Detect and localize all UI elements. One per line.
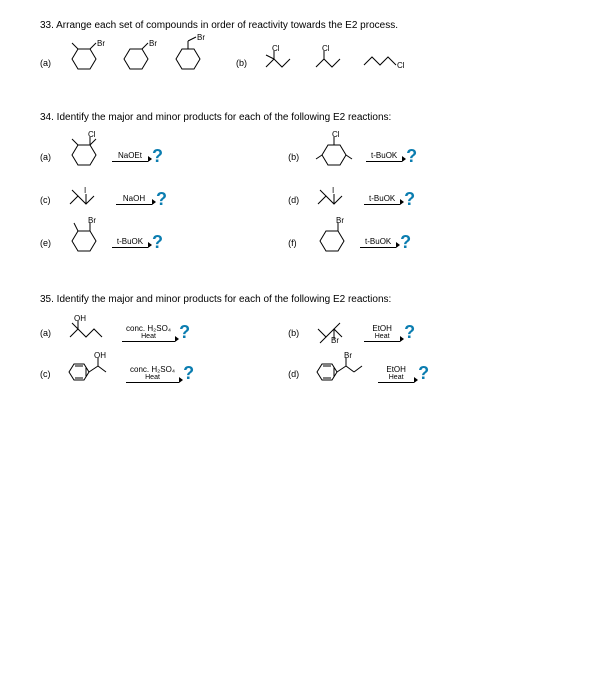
- question-33: 33. Arrange each set of compounds in ord…: [40, 20, 557, 82]
- qmark: ?: [418, 363, 429, 384]
- q33-b-struct2: Cl: [312, 47, 350, 78]
- qmark: ?: [400, 232, 411, 253]
- q33-a-struct1: Br: [66, 43, 106, 82]
- q35-b-struct: Br: [314, 317, 358, 348]
- q35-text: 35. Identify the major and minor product…: [40, 294, 557, 305]
- q35-a-reagent: conc. H₂SO₄ Heat: [122, 324, 175, 342]
- q33-part-a: (a): [40, 58, 56, 68]
- q34-part-b: (b): [288, 152, 304, 162]
- q34-c-reagent: NaOH: [116, 194, 152, 205]
- svg-text:Br: Br: [197, 33, 205, 42]
- q34-b-struct: Cl: [314, 135, 360, 178]
- q35-row-ab: (a) OH conc. H₂SO₄ Heat ? (b): [40, 317, 557, 348]
- qmark: ?: [152, 146, 163, 167]
- q33-part-b: (b): [236, 58, 252, 68]
- q33-structures-row: (a) Br Br Br (b): [40, 43, 557, 82]
- svg-text:Cl: Cl: [332, 130, 340, 139]
- svg-text:I: I: [332, 186, 334, 195]
- q35-row-cd: (c) OH conc. H₂SO₄ Heat ? (d): [40, 354, 557, 393]
- q34-text: 34. Identify the major and minor product…: [40, 112, 557, 123]
- q33-text: 33. Arrange each set of compounds in ord…: [40, 20, 557, 31]
- q34-b-reagent: t-BuOK: [366, 151, 402, 162]
- q34-row-ef: (e) Br t-BuOK ? (f) Br t-Bu: [40, 221, 557, 264]
- q35-a-struct: OH: [66, 317, 116, 348]
- q35-b-bot: Heat: [368, 333, 396, 340]
- q34-part-c: (c): [40, 195, 56, 205]
- q35-d-bot: Heat: [382, 374, 410, 381]
- qmark: ?: [404, 189, 415, 210]
- q35-c-top: conc. H₂SO₄: [130, 365, 175, 374]
- svg-text:Br: Br: [149, 39, 157, 48]
- q35-d-reagent: EtOH Heat: [378, 365, 414, 383]
- q34-d-struct: I: [314, 184, 358, 215]
- qmark: ?: [152, 232, 163, 253]
- q34-part-a: (a): [40, 152, 56, 162]
- q34-part-f: (f): [288, 238, 304, 248]
- svg-text:OH: OH: [94, 351, 106, 360]
- q35-c-reagent: conc. H₂SO₄ Heat: [126, 365, 179, 383]
- q34-f-struct: Br: [314, 221, 354, 264]
- q35-part-a: (a): [40, 328, 56, 338]
- q35-part-c: (c): [40, 369, 56, 379]
- q34-row-ab: (a) Cl NaOEt ? (b): [40, 135, 557, 178]
- svg-text:Cl: Cl: [397, 61, 405, 70]
- q34-a-struct: Cl: [66, 135, 106, 178]
- q34-e-struct: Br: [66, 221, 106, 264]
- q34-f-reagent: t-BuOK: [360, 237, 396, 248]
- q34-d-reagent: t-BuOK: [364, 194, 400, 205]
- q33-b-struct1: Cl: [262, 47, 300, 78]
- q35-c-bot: Heat: [130, 374, 175, 381]
- q34-a-reagent: NaOEt: [112, 151, 148, 162]
- q33-a-struct3: Br: [170, 43, 210, 82]
- qmark: ?: [179, 322, 190, 343]
- svg-text:OH: OH: [74, 314, 86, 323]
- q33-a-struct2: Br: [118, 43, 158, 82]
- svg-text:Cl: Cl: [272, 44, 280, 53]
- svg-text:Br: Br: [344, 351, 352, 360]
- svg-text:Cl: Cl: [322, 44, 330, 53]
- qmark: ?: [183, 363, 194, 384]
- q35-a-top: conc. H₂SO₄: [126, 324, 171, 333]
- svg-text:Br: Br: [331, 336, 339, 345]
- q33-b-struct3: Cl: [362, 49, 406, 76]
- svg-text:Cl: Cl: [88, 130, 96, 139]
- br-label: Br: [97, 39, 105, 48]
- question-35: 35. Identify the major and minor product…: [40, 294, 557, 393]
- q35-a-bot: Heat: [126, 333, 171, 340]
- svg-text:Br: Br: [336, 216, 344, 225]
- question-34: 34. Identify the major and minor product…: [40, 112, 557, 264]
- q35-b-top: EtOH: [372, 324, 392, 333]
- q35-c-struct: OH: [66, 354, 120, 393]
- q34-row-cd: (c) I NaOH ? (d) I: [40, 184, 557, 215]
- q35-part-b: (b): [288, 328, 304, 338]
- q34-part-e: (e): [40, 238, 56, 248]
- qmark: ?: [156, 189, 167, 210]
- svg-text:Br: Br: [88, 216, 96, 225]
- svg-text:I: I: [84, 186, 86, 195]
- q35-d-struct: Br: [314, 354, 372, 393]
- q34-e-reagent: t-BuOK: [112, 237, 148, 248]
- q34-part-d: (d): [288, 195, 304, 205]
- qmark: ?: [406, 146, 417, 167]
- q35-b-reagent: EtOH Heat: [364, 324, 400, 342]
- q35-part-d: (d): [288, 369, 304, 379]
- q35-d-top: EtOH: [386, 365, 406, 374]
- qmark: ?: [404, 322, 415, 343]
- q34-c-struct: I: [66, 184, 110, 215]
